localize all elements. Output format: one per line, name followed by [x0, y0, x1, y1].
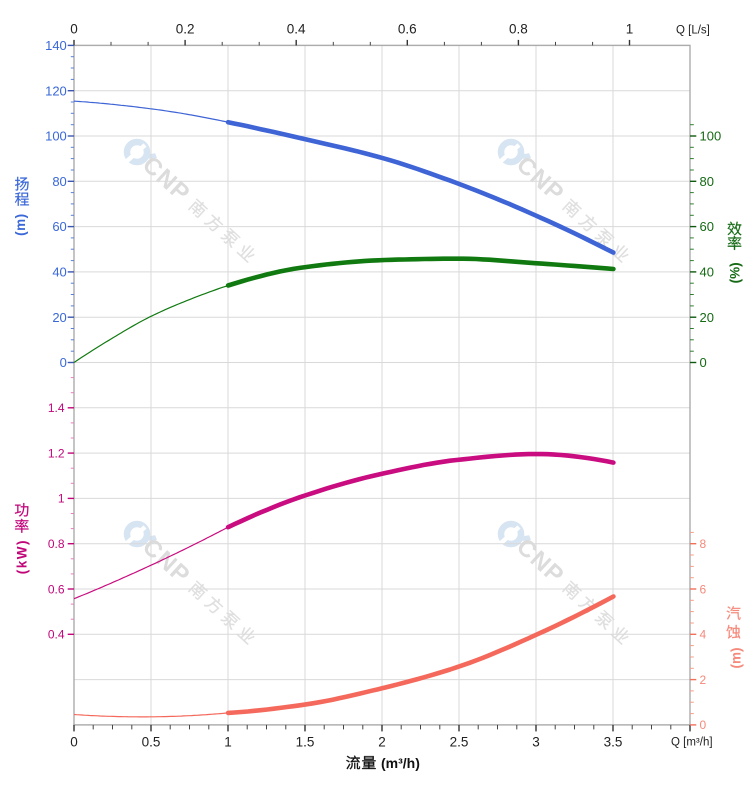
- svg-text:0.4: 0.4: [48, 628, 65, 642]
- svg-text:60: 60: [700, 219, 714, 234]
- svg-text:Q [L/s]: Q [L/s]: [676, 25, 710, 37]
- svg-text:120: 120: [45, 83, 67, 98]
- svg-text:40: 40: [52, 265, 66, 280]
- svg-text:1.4: 1.4: [48, 401, 65, 415]
- svg-text:2: 2: [700, 673, 707, 687]
- svg-text:140: 140: [45, 38, 67, 53]
- svg-text:0.6: 0.6: [48, 582, 65, 596]
- svg-text:0.6: 0.6: [398, 22, 417, 37]
- svg-text:0.8: 0.8: [509, 22, 528, 37]
- svg-text:20: 20: [700, 310, 714, 325]
- svg-text:1: 1: [224, 735, 232, 750]
- svg-text:80: 80: [52, 174, 66, 189]
- svg-text:8: 8: [700, 537, 707, 551]
- svg-text:0.5: 0.5: [142, 735, 161, 750]
- svg-text:4: 4: [700, 628, 707, 642]
- svg-text:100: 100: [700, 129, 722, 144]
- svg-text:3.5: 3.5: [604, 735, 623, 750]
- svg-text:0: 0: [70, 22, 78, 37]
- svg-text:0: 0: [70, 735, 78, 750]
- svg-text:40: 40: [700, 265, 714, 280]
- svg-text:(m): (m): [13, 213, 28, 236]
- svg-text:3: 3: [532, 735, 540, 750]
- svg-text:0: 0: [700, 355, 707, 370]
- svg-text:60: 60: [52, 219, 66, 234]
- svg-text:0.4: 0.4: [287, 22, 306, 37]
- svg-text:0: 0: [60, 355, 67, 370]
- svg-text:6: 6: [700, 582, 707, 596]
- svg-text:Q [m³/h]: Q [m³/h]: [671, 737, 713, 749]
- svg-text:20: 20: [52, 310, 66, 325]
- svg-text:1.2: 1.2: [48, 446, 65, 460]
- svg-text:(%): (%): [727, 262, 742, 283]
- svg-text:1: 1: [626, 22, 634, 37]
- svg-text:(m³/h): (m³/h): [381, 755, 420, 771]
- svg-text:(m): (m): [728, 648, 743, 669]
- svg-text:0.8: 0.8: [48, 537, 65, 551]
- svg-text:1: 1: [58, 492, 65, 506]
- svg-text:0.2: 0.2: [176, 22, 195, 37]
- svg-text:80: 80: [700, 174, 714, 189]
- svg-text:2: 2: [378, 735, 386, 750]
- svg-text:1.5: 1.5: [296, 735, 315, 750]
- svg-text:2.5: 2.5: [450, 735, 469, 750]
- svg-text:0: 0: [700, 718, 707, 732]
- svg-text:100: 100: [45, 129, 67, 144]
- svg-text:(kW): (kW): [14, 539, 29, 574]
